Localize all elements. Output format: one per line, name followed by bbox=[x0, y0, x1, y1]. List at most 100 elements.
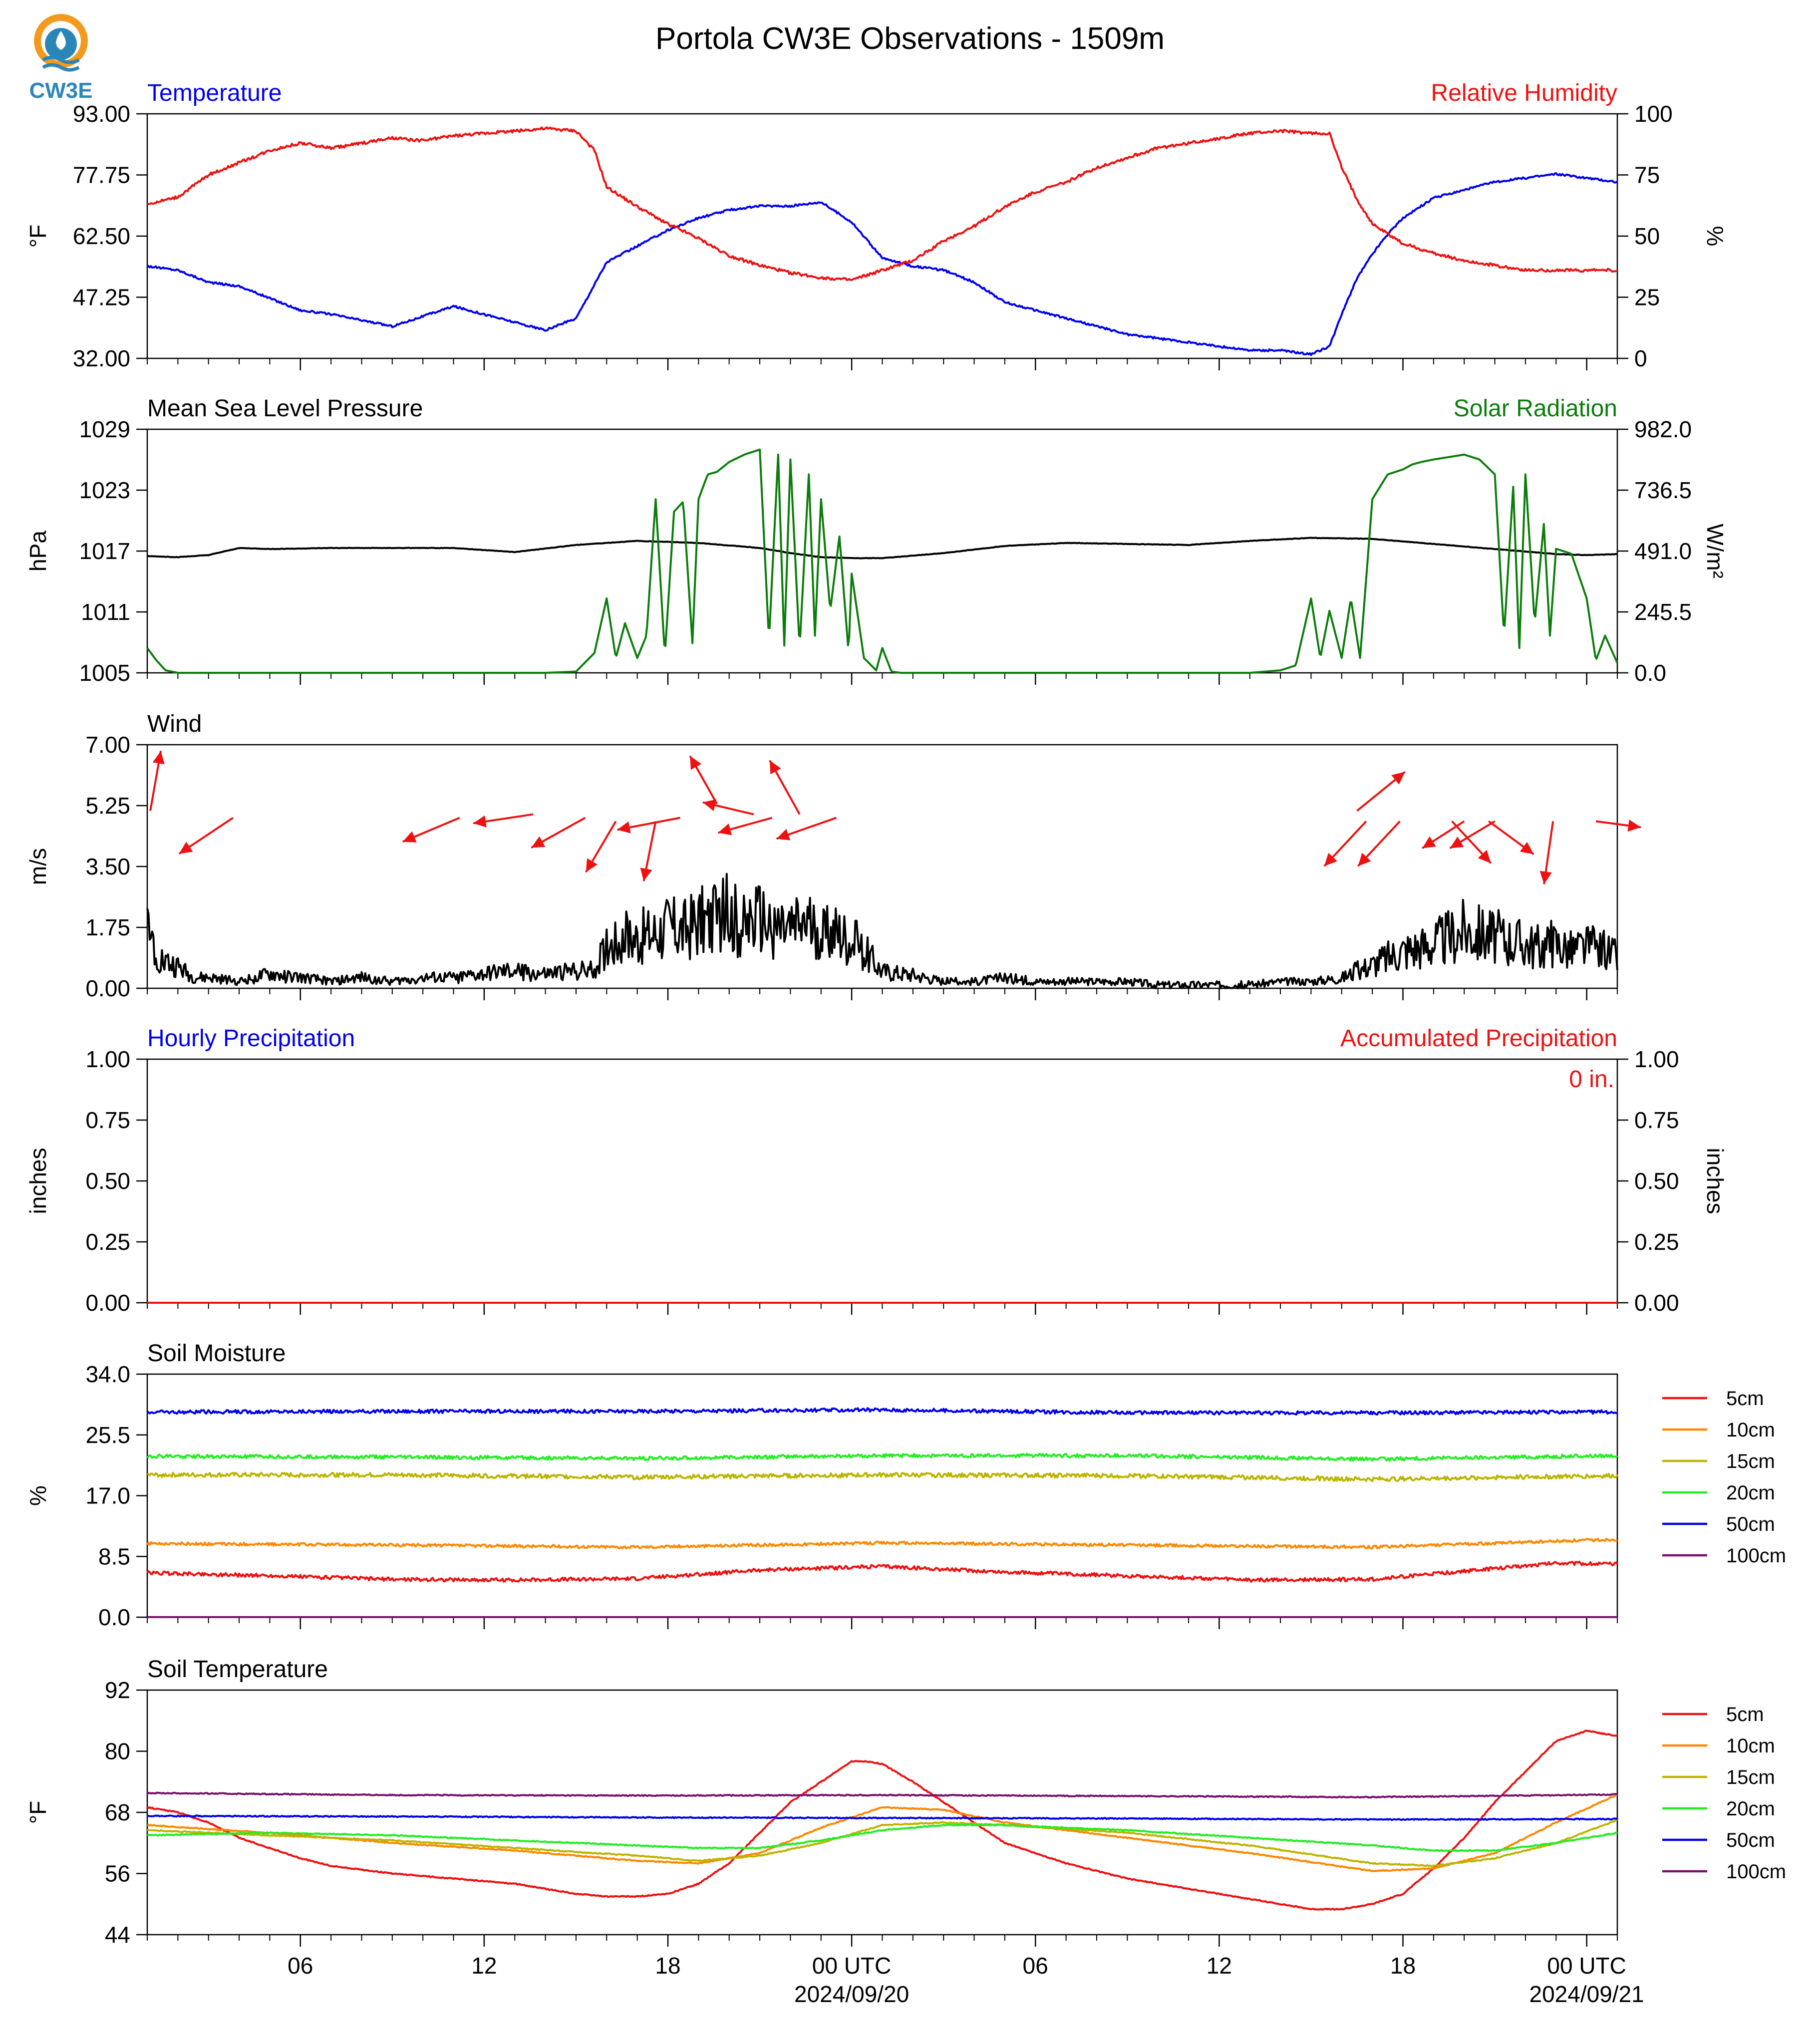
panel-wind: 0.00 1.75 3.50 5.25 7.00 m/s Wind bbox=[25, 711, 1641, 1001]
wind-arrow-head bbox=[769, 760, 781, 775]
wind-arrow bbox=[1595, 819, 1641, 832]
legend-label: 5cm bbox=[1726, 1704, 1764, 1726]
wind-arrow-head bbox=[1450, 836, 1464, 849]
series-line-blue bbox=[146, 172, 1618, 356]
x-tick-date: 2024/09/21 bbox=[1529, 1981, 1644, 2007]
wind-arrow-head bbox=[531, 836, 546, 848]
chart-panels: 32.00 47.25 62.50 77.75 93.00 °F 0 25 50 75 100% Te… bbox=[25, 80, 1786, 2007]
y-tick-label: 0.50 bbox=[85, 1168, 130, 1194]
y-tick-label: 8.5 bbox=[98, 1543, 130, 1569]
wind-arrow bbox=[1488, 820, 1534, 855]
wind-arrow bbox=[640, 821, 657, 881]
series-line-5cm bbox=[147, 1730, 1618, 1911]
y-right-tick-label: 0.00 bbox=[1634, 1290, 1679, 1316]
y-axis-label: °F bbox=[25, 225, 51, 248]
legend-label: 10cm bbox=[1726, 1735, 1775, 1757]
wind-arrow bbox=[149, 751, 165, 811]
wind-arrow-head bbox=[718, 823, 732, 836]
legend-label: 50cm bbox=[1726, 1513, 1775, 1535]
legend-label: 10cm bbox=[1726, 1419, 1775, 1441]
wind-arrow bbox=[1323, 821, 1367, 867]
wind-arrow bbox=[402, 817, 460, 843]
y-tick-label: 68 bbox=[105, 1799, 130, 1825]
wind-arrow-head bbox=[1324, 853, 1338, 867]
wind-arrow bbox=[1451, 821, 1492, 864]
series-line-15cm bbox=[147, 1471, 1618, 1482]
wind-arrow-head bbox=[1519, 842, 1534, 855]
y-tick-label: 32.00 bbox=[73, 345, 130, 371]
y-tick-label: 44 bbox=[105, 1922, 130, 1948]
y-tick-label: 0.0 bbox=[98, 1604, 130, 1630]
y-right-tick-label: 50 bbox=[1634, 223, 1660, 249]
y-tick-label: 93.00 bbox=[73, 101, 130, 127]
panel-precip: 0.00 0.25 0.50 0.75 1.00 inches 0.00 0.25 0.50 0.… bbox=[25, 1025, 1728, 1316]
wind-arrow bbox=[531, 817, 586, 849]
y-tick-label: 0.25 bbox=[85, 1229, 130, 1255]
wind-arrow-head bbox=[1478, 850, 1491, 864]
wind-arrow bbox=[473, 813, 534, 828]
legend-label: 20cm bbox=[1726, 1798, 1775, 1820]
legend-label: 5cm bbox=[1726, 1388, 1764, 1410]
logo-text: CW3E bbox=[29, 78, 92, 103]
y-axis-label: hPa bbox=[25, 531, 51, 572]
y-tick-label: 1023 bbox=[79, 477, 130, 503]
wind-arrow-head bbox=[586, 858, 598, 872]
wind-arrow-head bbox=[1358, 853, 1371, 867]
y-tick-label: 0.00 bbox=[85, 1290, 130, 1316]
wind-arrow-head bbox=[640, 868, 652, 881]
series-line-5cm bbox=[146, 1560, 1618, 1583]
legend-label: 15cm bbox=[1726, 1766, 1775, 1788]
y-tick-label: 7.00 bbox=[85, 732, 130, 758]
panel-title-left: Temperature bbox=[147, 80, 282, 106]
panel-title-left: Wind bbox=[147, 711, 202, 737]
wind-arrow-head bbox=[179, 842, 193, 854]
wind-arrow bbox=[718, 817, 773, 836]
legend-label: 100cm bbox=[1726, 1861, 1786, 1883]
y-axis-label: m/s bbox=[25, 848, 51, 885]
y-tick-label: 56 bbox=[105, 1861, 130, 1887]
wind-arrow-head bbox=[1422, 836, 1437, 849]
y-right-axis-label: inches bbox=[1702, 1148, 1728, 1214]
series-line-black bbox=[147, 537, 1618, 560]
x-tick-label: 18 bbox=[655, 1953, 680, 1979]
y-tick-label: 1005 bbox=[79, 660, 130, 686]
x-tick-label: 06 bbox=[288, 1953, 313, 1979]
series-line-100cm bbox=[147, 1791, 1617, 1799]
panel-temp: 32.00 47.25 62.50 77.75 93.00 °F 0 25 50 75 100% Te… bbox=[25, 80, 1728, 371]
panel-title-left: Soil Temperature bbox=[147, 1656, 328, 1683]
wind-arrow-head bbox=[1539, 870, 1552, 884]
panel-title-right: Accumulated Precipitation bbox=[1340, 1025, 1617, 1052]
wind-arrow bbox=[1357, 821, 1401, 867]
y-axis-label: % bbox=[25, 1485, 51, 1506]
y-right-tick-label: 0.0 bbox=[1634, 660, 1666, 686]
y-tick-label: 5.25 bbox=[85, 793, 130, 819]
y-tick-label: 34.0 bbox=[85, 1361, 130, 1387]
series-line-black bbox=[146, 872, 1618, 989]
wind-arrow bbox=[1539, 821, 1554, 884]
series-line-15cm bbox=[147, 1818, 1618, 1867]
y-right-tick-label: 25 bbox=[1634, 285, 1660, 310]
wind-arrow bbox=[1422, 820, 1465, 850]
wind-arrow-head bbox=[402, 831, 417, 843]
y-right-tick-label: 245.5 bbox=[1634, 599, 1692, 625]
y-tick-label: 25.5 bbox=[85, 1422, 130, 1448]
y-right-tick-label: 736.5 bbox=[1634, 477, 1692, 503]
x-tick-label: 18 bbox=[1390, 1953, 1416, 1979]
x-tick-label: 12 bbox=[471, 1953, 497, 1979]
y-right-axis-label: % bbox=[1702, 226, 1728, 247]
panel-soilm: 0.0 8.5 17.0 25.5 34.0% Soil Moisture 5cm 10cm 1… bbox=[25, 1340, 1786, 1630]
y-tick-label: 62.50 bbox=[73, 223, 130, 249]
y-axis-label: °F bbox=[25, 1801, 51, 1824]
y-right-tick-label: 0.25 bbox=[1634, 1229, 1679, 1255]
wind-arrow bbox=[702, 799, 754, 816]
wind-arrow bbox=[776, 817, 837, 841]
series-line-10cm bbox=[146, 1537, 1618, 1550]
panel-title-left: Hourly Precipitation bbox=[147, 1025, 355, 1052]
series-line-10cm bbox=[147, 1793, 1618, 1873]
y-right-tick-label: 75 bbox=[1634, 162, 1660, 188]
y-tick-label: 0.75 bbox=[85, 1107, 130, 1133]
legend: 5cm 10cm 15cm 20cm 50cm 100cm bbox=[1662, 1704, 1786, 1883]
panel-pressure: 1005 1011 1017 1023 1029 hPa 0.0 245.5 491.0 736.… bbox=[25, 395, 1728, 686]
accumulated-precip-value: 0 in. bbox=[1569, 1066, 1614, 1093]
